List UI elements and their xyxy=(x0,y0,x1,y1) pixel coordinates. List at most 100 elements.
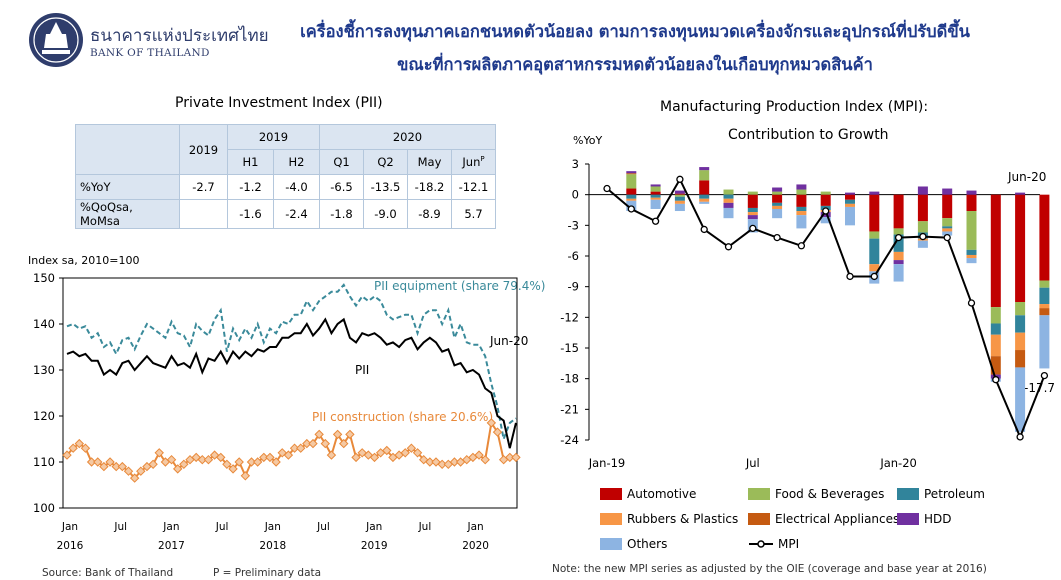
pii-construction-point xyxy=(74,438,85,449)
pii-construction-point xyxy=(86,457,97,467)
mpi-bar-segment xyxy=(674,203,685,212)
pii-jun20-label: Jun-20 xyxy=(490,334,529,348)
table-cell: -13.5 xyxy=(363,174,408,200)
pii-construction-point xyxy=(382,445,392,456)
mpi-bar-segment xyxy=(893,228,904,235)
pii-construction-point xyxy=(283,450,294,460)
mpi-line-point xyxy=(603,184,611,193)
pii-construction-point xyxy=(505,452,515,463)
mpi-bar-segment xyxy=(699,198,710,202)
table-row-label: %YoY xyxy=(75,174,180,200)
legend-swatch xyxy=(897,513,919,525)
pii-y-tick-label: 140 xyxy=(33,317,55,331)
mpi-bar-segment xyxy=(747,194,758,208)
pii-equipment-line xyxy=(66,283,517,443)
mpi-y-axis-label: %YoY xyxy=(573,134,603,147)
mpi-bar-segment xyxy=(1039,194,1050,281)
mpi-bar-segment xyxy=(1015,302,1026,316)
mpi-bar-segment xyxy=(772,208,783,219)
mpi-bar-segment xyxy=(869,194,880,232)
pii-construction-point xyxy=(480,454,490,465)
mpi-bar-segment xyxy=(966,258,977,264)
mpi-bar-segment xyxy=(747,191,758,195)
pii-x-tick-label: Jan xyxy=(162,521,179,533)
pii-x-tick-label: Jul xyxy=(418,521,432,533)
pii-x-tick-label: Jul xyxy=(215,521,229,533)
mpi-bar-segment xyxy=(674,200,685,204)
pii-construction-point xyxy=(129,473,140,483)
mpi-bar-segment xyxy=(650,184,661,187)
mpi-line-point xyxy=(1040,371,1049,380)
pii-construction-point xyxy=(172,464,183,474)
mpi-bar-segment xyxy=(1015,367,1026,432)
mpi-bar-segment xyxy=(990,334,1001,357)
pii-construction-point xyxy=(240,471,251,481)
pii-construction-point xyxy=(474,450,484,460)
pii-construction-point xyxy=(93,457,103,467)
mpi-bar-segment xyxy=(723,198,734,203)
mpi-note: Note: the new MPI series as adjusted by … xyxy=(552,563,987,575)
mpi-line-point xyxy=(943,233,951,242)
pii-construction-point xyxy=(62,450,72,460)
mpi-bar-segment xyxy=(1039,304,1050,309)
pii-construction-point xyxy=(234,457,244,467)
pii-construction-point xyxy=(154,448,164,458)
pii-construction-point xyxy=(486,418,497,428)
table-cell: -1.6 xyxy=(227,199,274,229)
legend-item-rubbers-plastics: Rubbers & Plastics xyxy=(600,512,738,526)
pii-line xyxy=(66,317,517,449)
pii-x-year-label: 2018 xyxy=(259,540,286,552)
pii-construction-point xyxy=(314,429,324,440)
mpi-bar-segment xyxy=(966,254,977,259)
pii-construction-point xyxy=(123,466,134,476)
table-cell: 5.7 xyxy=(451,199,496,229)
mpi-bar-segment xyxy=(772,187,783,192)
legend-swatch xyxy=(748,513,770,525)
pii-construction-point xyxy=(99,461,109,472)
table-subheader: Q2 xyxy=(363,149,408,175)
pii-construction-point xyxy=(222,459,232,470)
pii-construction-point xyxy=(308,438,318,449)
bank-logo xyxy=(26,10,86,70)
pii-construction-point xyxy=(511,452,521,463)
mpi-y-tick-label: -24 xyxy=(560,433,579,447)
pii-construction-point xyxy=(179,459,189,470)
pii-x-tick-label: Jul xyxy=(113,521,127,533)
mpi-bar-segment xyxy=(650,197,661,200)
legend-item-electrical-appliances: Electrical Appliances xyxy=(748,512,899,526)
table-subheader-jun: JunP xyxy=(451,149,496,175)
pii-construction-point xyxy=(105,457,115,467)
pii-y-tick-label: 120 xyxy=(33,409,55,423)
mpi-bar-segment xyxy=(990,194,1001,308)
pii-construction-point xyxy=(197,454,208,465)
mpi-y-tick-label: 3 xyxy=(572,157,579,171)
mpi-bar-segment xyxy=(893,234,904,252)
mpi-bar-segment xyxy=(626,188,637,195)
mpi-bar-segment xyxy=(869,264,880,272)
mpi-bar-segment xyxy=(699,167,710,171)
legend-swatch xyxy=(897,488,919,500)
mpi-bar-segment xyxy=(990,323,1001,335)
mpi-bar-segment xyxy=(966,211,977,250)
mpi-y-tick-label: -9 xyxy=(568,280,579,294)
pii-construction-point xyxy=(166,454,177,465)
mpi-chart-subtitle: Contribution to Growth xyxy=(728,127,889,143)
pii-construction-point xyxy=(400,448,410,458)
pii-construction-point xyxy=(320,438,331,449)
pii-construction-point xyxy=(68,443,78,453)
mpi-bar-segment xyxy=(650,191,661,195)
pii-equipment-label: PII equipment (share 79.4%) xyxy=(374,279,546,293)
mpi-bar-segment xyxy=(674,194,685,197)
pii-construction-point xyxy=(437,459,447,470)
mpi-bar-segment xyxy=(820,217,831,224)
mpi-bar-segment xyxy=(966,249,977,255)
mpi-y-tick-label: -6 xyxy=(568,249,579,263)
mpi-bar-segment xyxy=(626,194,637,199)
mpi-bar-segment xyxy=(893,251,904,261)
pii-y-tick-label: 150 xyxy=(33,271,55,285)
legend-swatch xyxy=(600,513,622,525)
mpi-line-point xyxy=(651,217,660,225)
mpi-line-point xyxy=(822,207,830,215)
pii-construction-point xyxy=(136,466,146,476)
